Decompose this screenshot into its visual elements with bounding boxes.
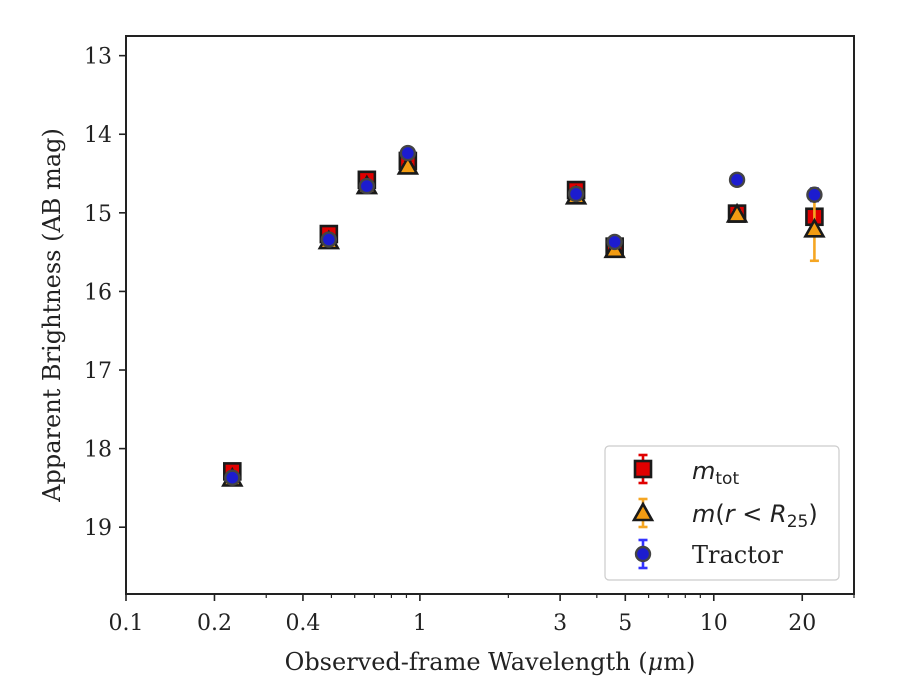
x-axis-label: Observed-frame Wavelength (μm)	[285, 648, 696, 676]
m_r25-point-7	[803, 217, 826, 238]
x-tick-label-3: 1	[413, 611, 427, 636]
legend-m-tot-main: m	[692, 457, 715, 485]
x-axis-label-prefix: Observed-frame Wavelength (	[285, 648, 648, 676]
legend: mtot m(r < R25) Tractor	[604, 445, 840, 581]
tractor-point-7	[806, 186, 823, 203]
x-tick-label-1: 0.2	[197, 611, 232, 636]
tractor-point-1	[320, 231, 338, 248]
legend-markers	[631, 453, 655, 570]
legend-m-r25-lt: <	[735, 500, 770, 528]
legend-label-tractor: Tractor	[692, 541, 783, 569]
x-axis-label-suffix: m)	[663, 648, 695, 676]
legend-marker-m_tot	[633, 459, 653, 479]
x-tick-label-2: 0.4	[285, 611, 320, 636]
tractor-point-6	[728, 171, 746, 189]
legend-m-r25-r: r	[725, 500, 737, 528]
y-tick-label-5: 18	[84, 438, 112, 463]
y-tick-label-6: 19	[84, 516, 112, 541]
tractor-point-5	[606, 233, 623, 251]
x-tick-label-0: 0.1	[109, 611, 144, 636]
x-tick-label-5: 5	[618, 611, 632, 636]
legend-m-r25-R: R	[770, 500, 787, 528]
x-tick-label-4: 3	[553, 611, 567, 636]
tractor-point-2	[358, 177, 376, 195]
legend-label-m-r25: m(r < R25)	[692, 500, 818, 532]
legend-m-r25-sub: 25	[787, 512, 809, 532]
plot-frame	[125, 35, 855, 595]
y-tick-label-1: 14	[84, 123, 112, 148]
data-marks	[221, 144, 826, 487]
tractor-point-0	[224, 469, 241, 486]
m_r25-point-3	[396, 154, 420, 175]
series-tractor	[224, 144, 823, 486]
m_r25-point-6	[725, 202, 749, 223]
legend-marker-tractor	[634, 545, 652, 563]
y-tick-label-2: 15	[84, 202, 112, 227]
legend-m-r25-open: (	[715, 500, 724, 528]
y-tick-label-4: 17	[84, 359, 112, 384]
x-axis-label-mu: μ	[648, 648, 664, 676]
legend-label-m-tot: mtot	[692, 457, 739, 489]
series-m_tot	[223, 151, 824, 481]
tractor-point-3	[399, 144, 417, 162]
y-tick-label-3: 16	[84, 280, 112, 305]
legend-m-r25-main: m	[692, 500, 715, 528]
legend-m-tot-sub: tot	[715, 469, 739, 489]
y-tick-label-0: 13	[84, 45, 112, 70]
y-axis-label: Apparent Brightness (AB mag)	[38, 128, 66, 503]
x-tick-label-7: 20	[788, 611, 816, 636]
tractor-point-4	[567, 185, 585, 203]
x-tick-label-6: 10	[700, 611, 728, 636]
legend-m-r25-close: )	[808, 500, 817, 528]
legend-box	[604, 445, 840, 581]
legend-marker-m_r25	[631, 501, 655, 522]
